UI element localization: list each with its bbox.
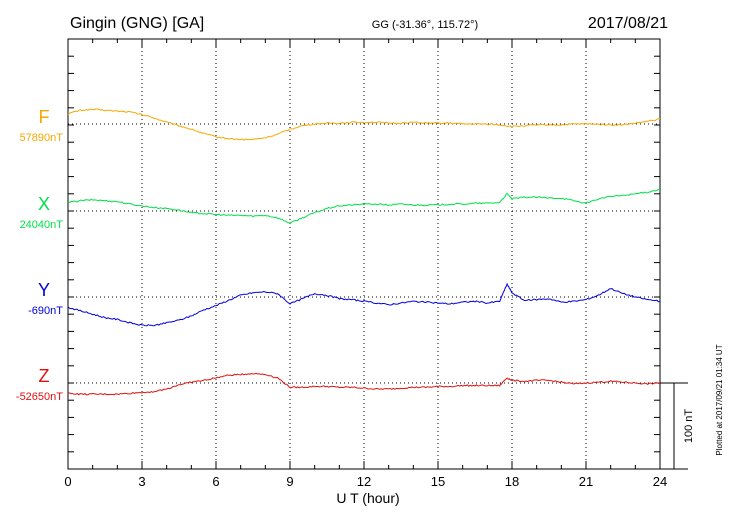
series-name-x: X [38, 194, 50, 214]
series-labels: F 57890nT X 24040nT Y -690nT Z -52650nT [16, 107, 63, 403]
x-tick-label: 9 [286, 474, 293, 489]
series-baseline-z: -52650nT [16, 391, 63, 403]
x-tick-label: 21 [579, 474, 593, 489]
x-tick-label: 0 [64, 474, 71, 489]
grid [68, 39, 660, 469]
plotted-timestamp: Plotted at 2017/09/21 01:34 UT [715, 344, 724, 455]
x-axis-label: U T (hour) [336, 490, 399, 506]
series-baseline-x: 24040nT [20, 219, 64, 231]
x-tick-label: 6 [212, 474, 219, 489]
series-line-z [67, 372, 661, 396]
series-line-y [67, 282, 661, 327]
series-baseline-f: 57890nT [20, 132, 64, 144]
x-tick-label: 12 [357, 474, 371, 489]
x-tick-label: 15 [431, 474, 445, 489]
series-name-f: F [39, 107, 50, 127]
x-tick-label: 18 [505, 474, 519, 489]
coords-label: GG (-31.36°, 115.72°) [372, 19, 478, 31]
series-name-y: Y [38, 280, 50, 300]
axis-ticks: 0 3 6 9 12 15 18 21 24 [64, 38, 667, 489]
series-line-x [67, 188, 661, 224]
series-baseline-y: -690nT [28, 305, 63, 317]
x-tick-label: 24 [653, 474, 667, 489]
scale-bar-label: 100 nT [683, 409, 695, 444]
station-title: Gingin (GNG) [GA] [70, 15, 204, 32]
series-line-f [67, 108, 660, 141]
series-name-z: Z [39, 366, 50, 386]
x-tick-label: 3 [138, 474, 145, 489]
scale-bar: 100 nT [660, 382, 695, 470]
date-label: 2017/08/21 [588, 15, 668, 32]
series-group [67, 108, 661, 396]
